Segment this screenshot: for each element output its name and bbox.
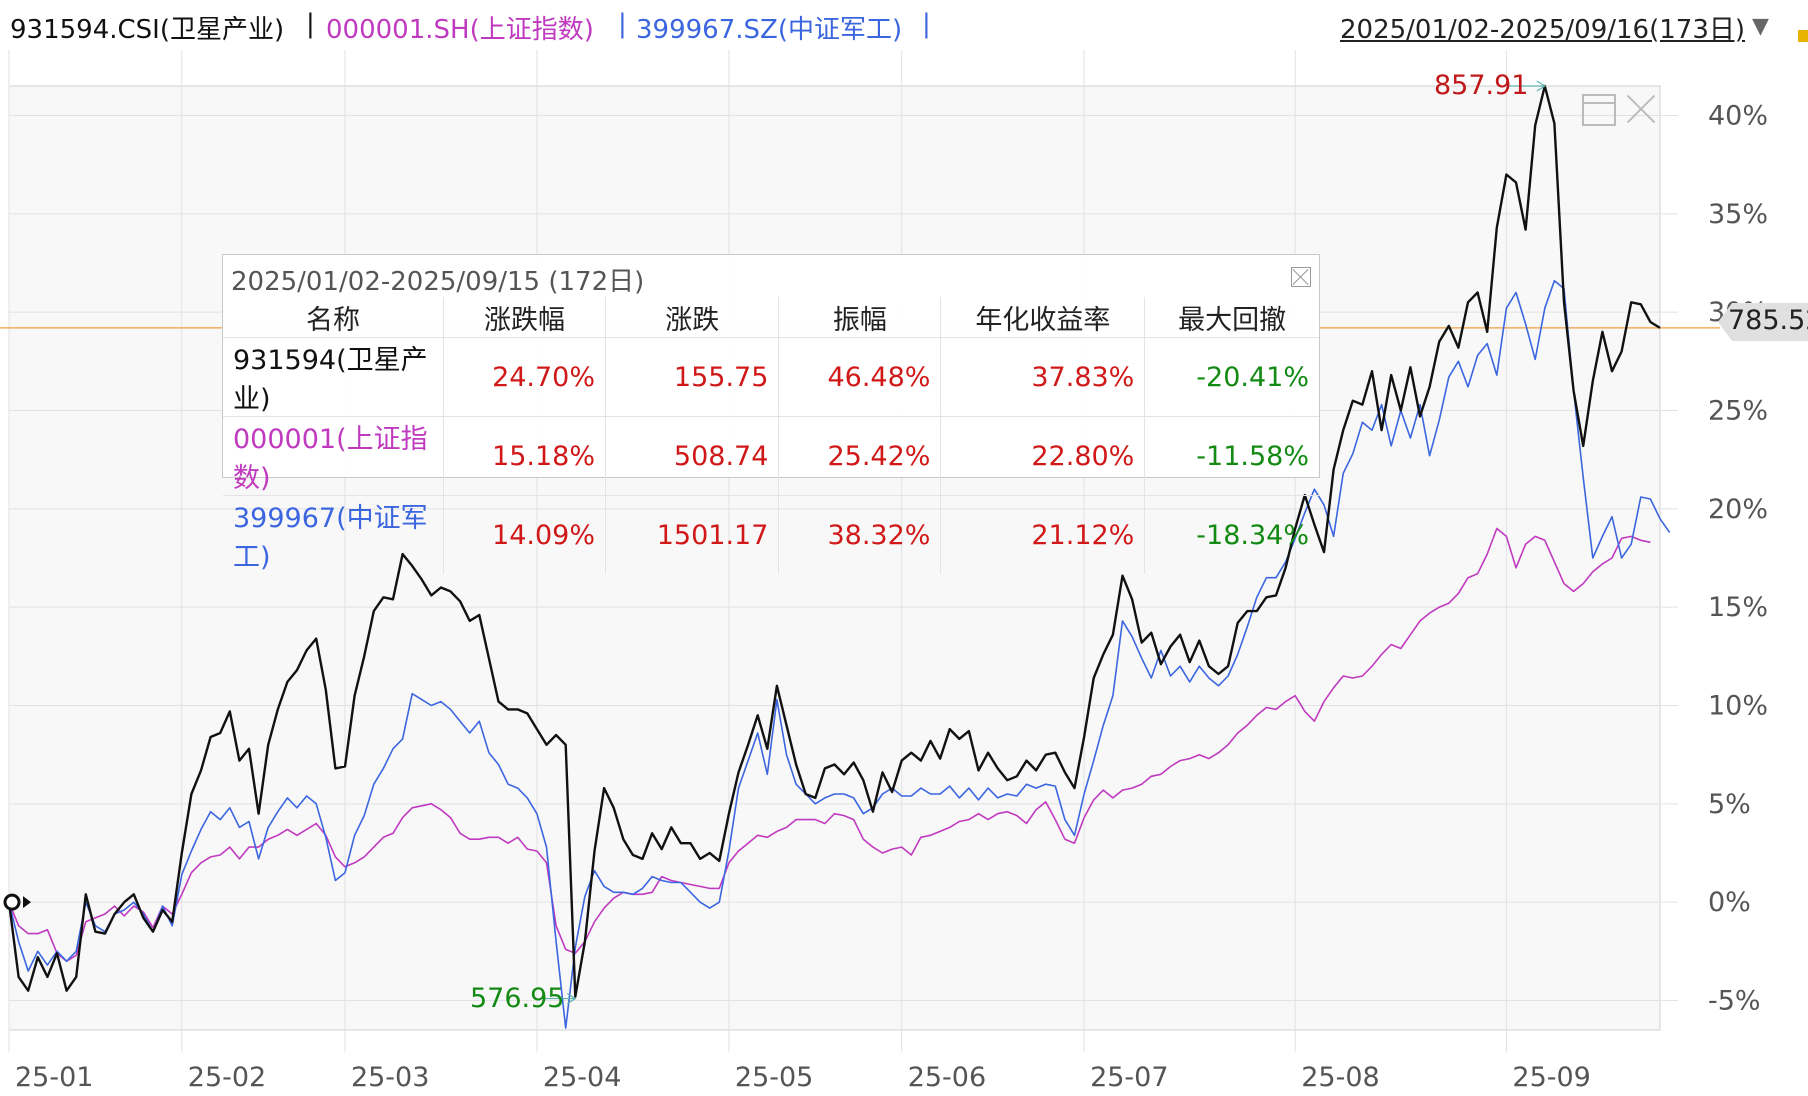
- y-tick-label: 10%: [1708, 691, 1768, 722]
- last-value-text: 785.52: [1728, 305, 1808, 336]
- x-tick-label: 25-02: [188, 1062, 266, 1093]
- legend-separator: |: [306, 9, 315, 39]
- series-line-1: [7, 84, 1661, 998]
- row-change-pct: 15.18%: [443, 416, 607, 496]
- y-tick-label: 25%: [1708, 396, 1768, 427]
- triangle-down-icon[interactable]: ▼: [1752, 14, 1769, 39]
- chart-header: 931594.CSI(卫星产业) | 000001.SH(上证指数) | 399…: [0, 0, 1808, 50]
- row-amplitude: 25.42%: [778, 416, 942, 496]
- max-arrow-icon: [1536, 80, 1546, 92]
- row-annualized: 21.12%: [940, 495, 1146, 574]
- series3-legend[interactable]: 399967.SZ(中证军工): [636, 15, 903, 45]
- row-name: 000001(上证指数): [223, 416, 444, 496]
- y-tick-label: 40%: [1708, 101, 1768, 132]
- x-tick-label: 25-09: [1512, 1062, 1590, 1093]
- stats-panel: 2025/01/02-2025/09/15 (172日) 名称 涨跌幅 涨跌 振…: [222, 254, 1320, 574]
- x-tick-label: 25-07: [1090, 1062, 1168, 1093]
- panel-title: 2025/01/02-2025/09/15 (172日): [231, 267, 645, 297]
- y-tick-label: 20%: [1708, 494, 1768, 525]
- row-max-drawdown: -18.34%: [1144, 495, 1319, 574]
- start-arrow-icon: [23, 896, 31, 909]
- column-header: 涨跌: [605, 297, 780, 338]
- row-change: 508.74: [605, 416, 780, 496]
- row-max-drawdown: -20.41%: [1144, 337, 1319, 417]
- row-change: 1501.17: [605, 495, 780, 574]
- legend-separator: |: [922, 9, 931, 39]
- x-tick-label: 25-01: [15, 1062, 93, 1093]
- y-axis: 40%35%30%25%20%15%10%5%0%-5%: [1708, 101, 1768, 1017]
- series-line-2: [8, 527, 1651, 963]
- stats-row[interactable]: 399967(中证军工) 14.09% 1501.17 38.32% 21.12…: [223, 495, 1319, 574]
- row-amplitude: 38.32%: [778, 495, 942, 574]
- x-tick-label: 25-08: [1301, 1062, 1379, 1093]
- x-tick-label: 25-04: [543, 1062, 621, 1093]
- close-icon[interactable]: [1624, 92, 1658, 126]
- x-tick-label: 25-03: [351, 1062, 429, 1093]
- last-value-badge: 785.52: [1718, 303, 1808, 341]
- x-tick-label: 25-06: [908, 1062, 986, 1093]
- min-arrow-icon: [567, 993, 577, 1005]
- date-range-selector[interactable]: 2025/01/02-2025/09/16(173日): [1340, 15, 1746, 45]
- y-tick-label: 35%: [1708, 199, 1768, 230]
- column-header: 最大回撤: [1178, 304, 1287, 336]
- row-name: 399967(中证军工): [223, 495, 444, 574]
- edge-marker-icon: [1798, 30, 1808, 42]
- window-icon[interactable]: [1582, 94, 1616, 126]
- row-change-pct: 14.09%: [443, 495, 607, 574]
- column-header: 年化收益率: [940, 297, 1146, 338]
- marker-layer: [3, 80, 1546, 1005]
- row-amplitude: 46.48%: [778, 337, 942, 417]
- x-tick-label: 25-05: [735, 1062, 813, 1093]
- max-value-label: 857.91: [1434, 70, 1529, 101]
- legend-separator: |: [618, 9, 627, 39]
- column-header: 名称: [223, 297, 444, 338]
- y-tick-label: -5%: [1708, 986, 1761, 1017]
- row-max-drawdown: -11.58%: [1144, 416, 1319, 496]
- stats-header-row: 名称 涨跌幅 涨跌 振幅 年化收益率 最大回撤: [223, 297, 1319, 338]
- close-box-icon[interactable]: [1291, 267, 1311, 287]
- series-line-3: [8, 279, 1671, 1029]
- row-annualized: 22.80%: [940, 416, 1146, 496]
- stats-table: 名称 涨跌幅 涨跌 振幅 年化收益率 最大回撤 931594(卫星产业) 24.…: [223, 297, 1319, 574]
- x-axis: 25-01 25-02 25-03 25-04 25-05 25-06 25-07 25-08…: [15, 1062, 1591, 1093]
- column-header: 涨跌幅: [443, 297, 607, 338]
- stats-row[interactable]: 931594(卫星产业) 24.70% 155.75 46.48% 37.83%…: [223, 337, 1319, 417]
- row-change-pct: 24.70%: [443, 337, 607, 417]
- series-layer: [7, 84, 1671, 1029]
- row-name: 931594(卫星产业): [223, 337, 444, 417]
- min-value-label: 576.95: [470, 983, 565, 1014]
- y-tick-label: 15%: [1708, 592, 1768, 623]
- series2-legend[interactable]: 000001.SH(上证指数): [326, 15, 594, 45]
- start-marker-icon: [3, 893, 21, 911]
- column-header: 振幅: [778, 297, 942, 338]
- y-tick-label: 0%: [1708, 887, 1751, 918]
- series1-legend[interactable]: 931594.CSI(卫星产业): [10, 15, 285, 45]
- y-tick-label: 5%: [1708, 789, 1751, 820]
- stats-row[interactable]: 000001(上证指数) 15.18% 508.74 25.42% 22.80%…: [223, 416, 1319, 496]
- row-change: 155.75: [605, 337, 780, 417]
- row-annualized: 37.83%: [940, 337, 1146, 417]
